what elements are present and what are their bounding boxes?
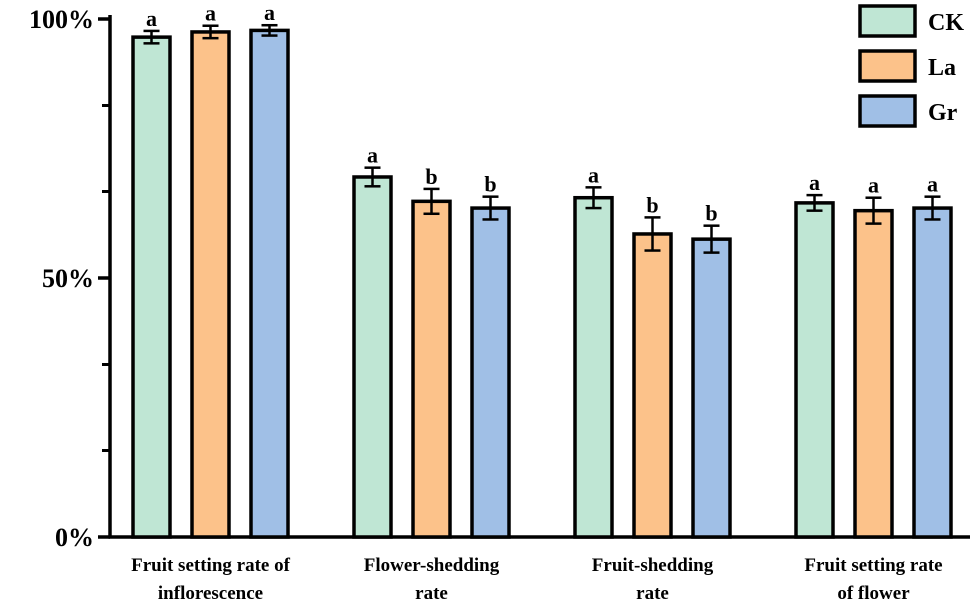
legend-swatch-la <box>858 49 917 83</box>
significance-letter: b <box>705 201 717 226</box>
category-label: rate <box>636 583 669 604</box>
bars: a a a a b b a b b a a a <box>131 0 953 539</box>
bar-la <box>190 30 231 539</box>
significance-letter: b <box>646 192 658 217</box>
bar-la <box>632 232 673 539</box>
category-labels: Fruit setting rate of inflorescence Flower… <box>131 555 943 604</box>
bar-la <box>853 208 894 539</box>
bar-ck <box>352 175 393 539</box>
bar-ck <box>573 195 614 539</box>
legend-label-gr: Gr <box>928 100 958 126</box>
bar-ck <box>794 201 835 539</box>
significance-letter: a <box>205 1 216 26</box>
bar-gr <box>470 206 511 539</box>
y-tick-label: 50% <box>42 264 94 293</box>
category-label: rate <box>415 583 448 604</box>
significance-letter: b <box>484 172 496 197</box>
significance-letter: a <box>367 143 378 168</box>
significance-letter: a <box>588 162 599 187</box>
y-tick-label: 100% <box>29 5 94 34</box>
y-tick-label: 0% <box>55 523 94 552</box>
category-label: Flower-shedding <box>364 555 500 576</box>
category-label: Fruit-shedding <box>592 555 714 576</box>
significance-letter: a <box>868 173 879 198</box>
legend-swatch-gr <box>858 94 917 128</box>
significance-letter: b <box>425 164 437 189</box>
bar-gr <box>691 237 732 539</box>
significance-letter: a <box>927 172 938 197</box>
bar-la <box>411 199 452 539</box>
bar-ck <box>131 35 172 539</box>
bar-gr <box>249 28 290 539</box>
category-label: Fruit setting rate of <box>131 555 290 576</box>
legend-label-la: La <box>928 55 956 81</box>
legend-swatch-ck <box>858 4 917 38</box>
category-label: Fruit setting rate <box>804 555 942 576</box>
legend: CK La Gr <box>858 4 964 128</box>
significance-letter: a <box>809 170 820 195</box>
significance-letter: a <box>264 0 275 25</box>
significance-letter: a <box>146 6 157 31</box>
category-label: inflorescence <box>158 583 263 604</box>
category-label: of flower <box>837 583 910 604</box>
bar-gr <box>912 206 953 539</box>
legend-label-ck: CK <box>928 10 964 36</box>
